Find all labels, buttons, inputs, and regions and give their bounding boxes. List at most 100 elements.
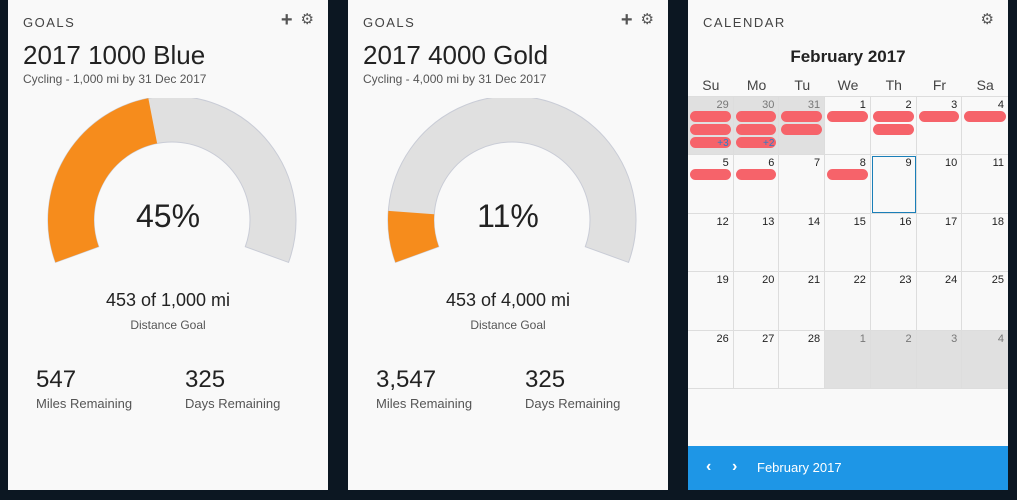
day-number: 8 xyxy=(859,157,866,170)
calendar-day[interactable]: 7 xyxy=(779,155,826,214)
calendar-day[interactable]: 19 xyxy=(688,272,734,331)
calendar-day[interactable]: 24 xyxy=(916,272,963,331)
calendar-event[interactable] xyxy=(964,111,1006,122)
calendar-event[interactable] xyxy=(781,124,823,135)
calendar-footer: ‹ › February 2017 xyxy=(688,446,1008,490)
calendar-day[interactable]: 22 xyxy=(825,272,871,331)
stat-value: 325 xyxy=(185,366,226,393)
day-number: 27 xyxy=(762,332,775,345)
calendar-event[interactable] xyxy=(918,111,960,122)
calendar-event[interactable] xyxy=(872,111,914,122)
goal-type: Distance Goal xyxy=(130,318,206,332)
calendar-event[interactable] xyxy=(690,124,731,135)
calendar-day[interactable]: 2 xyxy=(870,97,917,156)
calendar-day[interactable]: 1 xyxy=(825,97,871,156)
day-number: 16 xyxy=(899,215,912,228)
progress-text: 453 of 4,000 mi xyxy=(445,290,571,310)
calendar-day[interactable]: 2 xyxy=(870,330,917,389)
calendar-day[interactable]: 1 xyxy=(825,330,871,389)
calendar-day[interactable]: 23 xyxy=(870,272,917,331)
stat-value: 325 xyxy=(525,366,566,393)
calendar-day[interactable]: 3 xyxy=(916,330,963,389)
calendar-day[interactable]: 27 xyxy=(733,330,780,389)
calendar-event[interactable] xyxy=(690,169,731,181)
calendar-day[interactable]: 29 +3 xyxy=(688,97,734,156)
calendar-event[interactable] xyxy=(827,111,868,122)
calendar-event[interactable] xyxy=(690,137,731,148)
gear-icon[interactable]: ⚙ xyxy=(980,11,994,28)
calendar-day[interactable]: 25 xyxy=(962,272,1008,331)
calendar-day[interactable]: 5 xyxy=(688,155,734,214)
calendar-event[interactable] xyxy=(735,124,777,135)
stat-label: Days Remaining xyxy=(525,396,621,411)
plus-icon[interactable]: + xyxy=(280,9,293,31)
weekday-label: Fr xyxy=(932,77,947,93)
day-number: 20 xyxy=(762,274,775,287)
calendar-day[interactable]: 13 xyxy=(733,213,780,273)
card-header: CALENDAR xyxy=(703,15,786,30)
chevron-right-icon[interactable]: › xyxy=(732,458,738,475)
calendar-day[interactable]: 21 xyxy=(779,272,826,331)
calendar-event[interactable] xyxy=(735,111,777,122)
calendar-day[interactable]: 28 xyxy=(779,330,826,389)
more-events-link[interactable]: +2 xyxy=(763,138,775,150)
calendar-event[interactable] xyxy=(735,169,777,181)
gauge-fill xyxy=(47,98,158,263)
chevron-left-icon[interactable]: ‹ xyxy=(706,458,712,475)
calendar-day[interactable]: 12 xyxy=(688,213,734,273)
goal-subtitle: Cycling - 4,000 mi by 31 Dec 2017 xyxy=(363,72,547,86)
day-number: 1 xyxy=(859,332,866,345)
day-number: 1 xyxy=(859,99,866,111)
day-number: 26 xyxy=(716,332,729,345)
calendar-event[interactable] xyxy=(781,111,823,122)
day-number: 25 xyxy=(991,274,1004,287)
calendar-card: CALENDAR ⚙ February 2017 Su Mo Tu We Th Fr Sa … xyxy=(688,0,1008,490)
progress-text: 453 of 1,000 mi xyxy=(105,290,231,310)
calendar-day[interactable]: 4 xyxy=(962,97,1008,156)
day-number: 28 xyxy=(807,332,821,345)
weekday-label: Tu xyxy=(794,77,811,93)
calendar-day[interactable]: 30 +2 xyxy=(733,97,780,156)
calendar-day[interactable]: 26 xyxy=(688,330,734,389)
calendar-day[interactable]: 17 xyxy=(916,213,963,273)
day-number: 23 xyxy=(899,274,912,287)
calendar-day[interactable]: 6 xyxy=(733,155,780,214)
calendar-event[interactable] xyxy=(690,111,731,122)
calendar-event[interactable] xyxy=(827,169,868,181)
stat-days: 325 Days Remaining xyxy=(185,366,280,411)
calendar-day[interactable]: 11 xyxy=(962,155,1008,214)
goal-subtitle: Cycling - 1,000 mi by 31 Dec 2017 xyxy=(23,72,207,86)
calendar-day[interactable]: 4 xyxy=(962,330,1008,389)
stat-remaining: 3,547 Miles Remaining xyxy=(376,366,472,411)
calendar-event[interactable] xyxy=(735,137,777,148)
card-header: GOALS xyxy=(23,15,76,30)
calendar-day[interactable]: 3 xyxy=(916,97,963,156)
day-number: 12 xyxy=(716,215,729,228)
gear-icon[interactable]: ⚙ xyxy=(300,11,314,28)
progress-gauge xyxy=(387,98,637,264)
calendar-day[interactable]: 10 xyxy=(916,155,963,214)
goal-title: 2017 4000 Gold xyxy=(363,40,549,70)
calendar-day[interactable]: 9 xyxy=(870,155,917,214)
calendar-day[interactable]: 31 xyxy=(779,97,826,156)
calendar-day[interactable]: 18 xyxy=(962,214,1008,273)
day-number: 14 xyxy=(807,215,821,228)
more-events-link[interactable]: +3 xyxy=(717,138,729,150)
calendar-day[interactable]: 15 xyxy=(825,213,871,273)
plus-icon[interactable]: + xyxy=(620,9,633,31)
month-title: February 2017 xyxy=(790,47,906,66)
day-number: 10 xyxy=(945,157,958,170)
calendar-day[interactable]: 14 xyxy=(779,213,826,273)
gauge-percent: 11% xyxy=(477,198,539,234)
calendar-day[interactable]: 8 xyxy=(825,155,871,214)
day-number: 13 xyxy=(762,215,775,228)
calendar-event[interactable] xyxy=(872,124,914,135)
goal-type: Distance Goal xyxy=(470,318,546,332)
gauge-fill xyxy=(388,210,439,263)
gauge-track xyxy=(387,98,637,264)
calendar-day[interactable]: 16 xyxy=(870,213,917,273)
calendar-day[interactable]: 20 xyxy=(733,272,780,331)
gear-icon[interactable]: ⚙ xyxy=(640,11,654,28)
day-number: 21 xyxy=(807,274,821,287)
day-number: 3 xyxy=(951,99,958,111)
